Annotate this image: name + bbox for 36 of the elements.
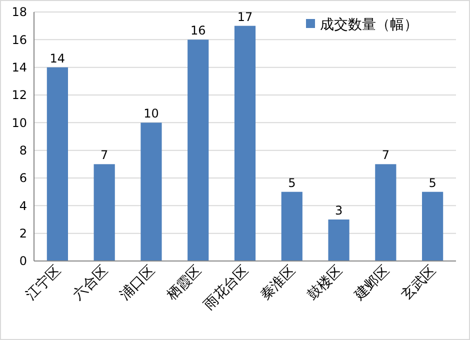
- data-label: 3: [334, 204, 343, 218]
- y-tick-label: 8: [19, 144, 27, 158]
- bar: [46, 67, 68, 261]
- data-label: 14: [50, 51, 66, 66]
- bar: [188, 40, 209, 261]
- y-tick-label: 12: [12, 88, 27, 102]
- y-tick-label: 14: [12, 60, 27, 75]
- y-tick-label: 10: [12, 116, 27, 130]
- bar: [375, 164, 396, 261]
- x-tick-label: 六合区: [70, 262, 112, 304]
- bar: [140, 122, 162, 261]
- y-tick-label: 16: [12, 32, 27, 47]
- bar: [94, 164, 115, 261]
- x-tick-label: 雨花台区: [200, 262, 252, 314]
- bar: [281, 192, 302, 261]
- data-label: 10: [144, 106, 159, 121]
- y-tick-label: 2: [19, 226, 27, 241]
- data-label: 17: [237, 10, 253, 24]
- bar: [422, 192, 444, 261]
- data-label: 5: [428, 176, 436, 190]
- x-tick-label: 鼓楼区: [304, 262, 346, 304]
- y-tick-label: 6: [19, 171, 27, 186]
- x-tick-label: 秦淮区: [258, 262, 299, 304]
- y-tick-label: 0: [19, 254, 27, 268]
- bar: [328, 220, 350, 261]
- x-tick-label: 玄武区: [398, 262, 440, 304]
- bar: [234, 26, 256, 261]
- data-label: 5: [288, 176, 296, 190]
- x-tick-label: 建邺区: [350, 262, 392, 304]
- x-tick-label: 浦口区: [117, 262, 158, 304]
- data-label: 7: [100, 148, 108, 162]
- y-tick-label: 18: [12, 5, 27, 20]
- data-label: 7: [382, 148, 390, 162]
- data-label: 16: [190, 24, 206, 38]
- y-tick-label: 4: [19, 198, 27, 213]
- legend-label: 成交数量（幅）: [320, 16, 418, 33]
